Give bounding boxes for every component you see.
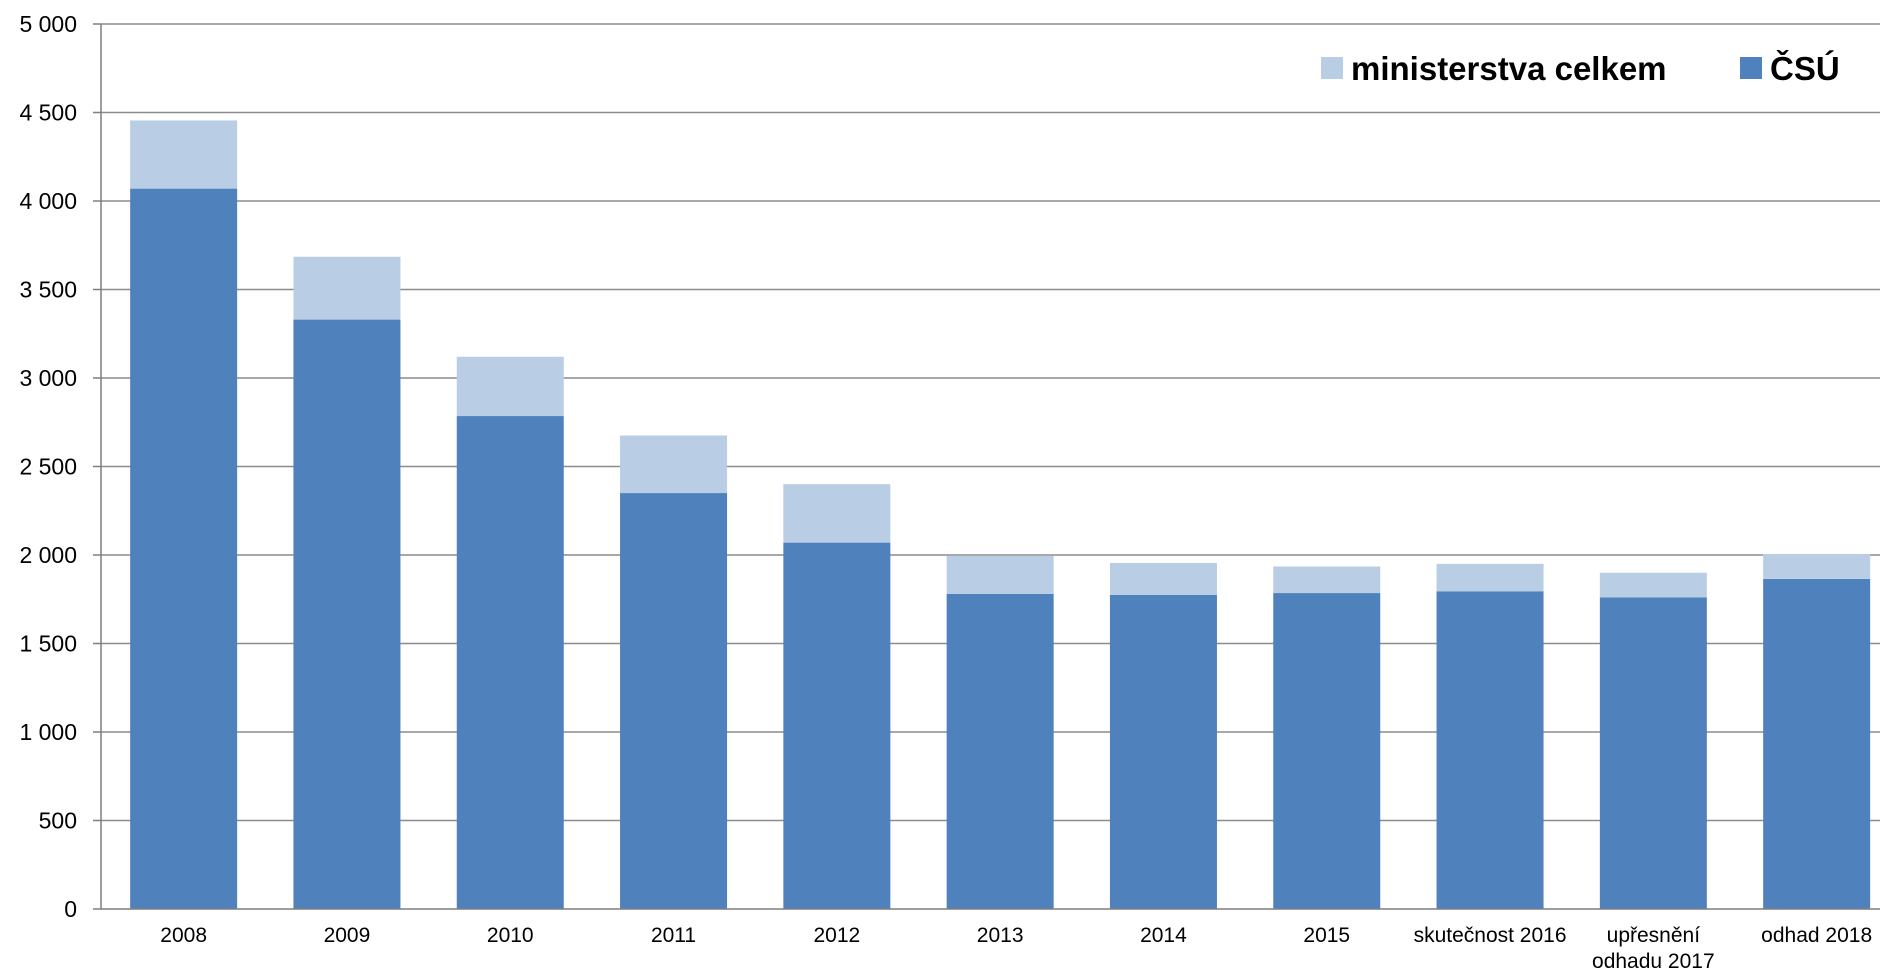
x-tick-label: 2011 (651, 924, 696, 947)
y-tick-label: 1 500 (19, 631, 77, 657)
legend-label: ministerstva celkem (1351, 50, 1667, 87)
bar-segment-csu (946, 593, 1054, 909)
legend-swatch (1321, 57, 1343, 79)
bar-segment-csu (130, 188, 238, 910)
bar-segment-csu (1436, 591, 1544, 909)
y-tick-label: 1 000 (19, 719, 77, 745)
y-tick-label: 3 000 (19, 365, 77, 391)
y-tick-label: 4 000 (19, 188, 77, 214)
bar-segment-csu (620, 493, 728, 909)
bars (130, 120, 1871, 910)
legend-label: ČSÚ (1770, 49, 1840, 87)
y-tick-label: 0 (64, 896, 77, 922)
y-tick-label: 500 (39, 808, 77, 834)
bar-segment-ministerstva (946, 555, 1054, 594)
legend-swatch (1740, 57, 1762, 79)
bar-segment-ministerstva (293, 256, 401, 320)
bar-segment-ministerstva (130, 120, 238, 189)
x-tick-label: 2010 (487, 924, 534, 947)
x-tick-label: 2014 (1140, 924, 1187, 947)
bar-segment-csu (1599, 597, 1707, 909)
bar-segment-ministerstva (1273, 566, 1381, 594)
bar-segment-csu (456, 416, 564, 909)
bar-segment-ministerstva (1109, 562, 1217, 595)
y-tick-label: 5 000 (19, 11, 77, 37)
x-tick-label: 2013 (977, 924, 1024, 947)
x-tick-label: skutečnost 2016 (1414, 924, 1567, 947)
bar-segment-ministerstva (1763, 554, 1871, 579)
x-tick-label: odhad 2018 (1761, 924, 1872, 947)
bar-segment-csu (1273, 593, 1381, 909)
x-tick-label: 2009 (324, 924, 371, 947)
bar-segment-ministerstva (456, 356, 564, 417)
bar-segment-csu (1109, 594, 1217, 909)
y-tick-label: 3 500 (19, 277, 77, 303)
bar-segment-csu (293, 319, 401, 910)
y-axis-tick-labels: 0 500 1 000 1 500 2 000 2 500 3 000 3 500 4 000 4… (19, 11, 77, 922)
x-tick-label: 2015 (1303, 924, 1350, 947)
x-tick-label: 2008 (160, 924, 207, 947)
legend: ministerstva celkem ČSÚ (1321, 49, 1840, 87)
bar-segment-csu (1763, 578, 1871, 909)
bar-segment-ministerstva (783, 484, 891, 543)
bar-segment-ministerstva (1599, 572, 1707, 598)
x-axis-tick-labels: 2008 2009 2010 2011 2012 2013 2014 2015 skutečno… (160, 924, 1872, 968)
axes (93, 23, 1880, 910)
bar-segment-ministerstva (620, 435, 728, 494)
bar-segment-csu (783, 542, 891, 909)
y-tick-label: 4 500 (19, 100, 77, 126)
x-tick-label: 2012 (813, 924, 860, 947)
bar-segment-ministerstva (1436, 563, 1544, 592)
x-tick-label: upřesnění odhadu 2017 (1592, 924, 1715, 968)
y-tick-label: 2 000 (19, 542, 77, 568)
y-tick-label: 2 500 (19, 454, 77, 480)
